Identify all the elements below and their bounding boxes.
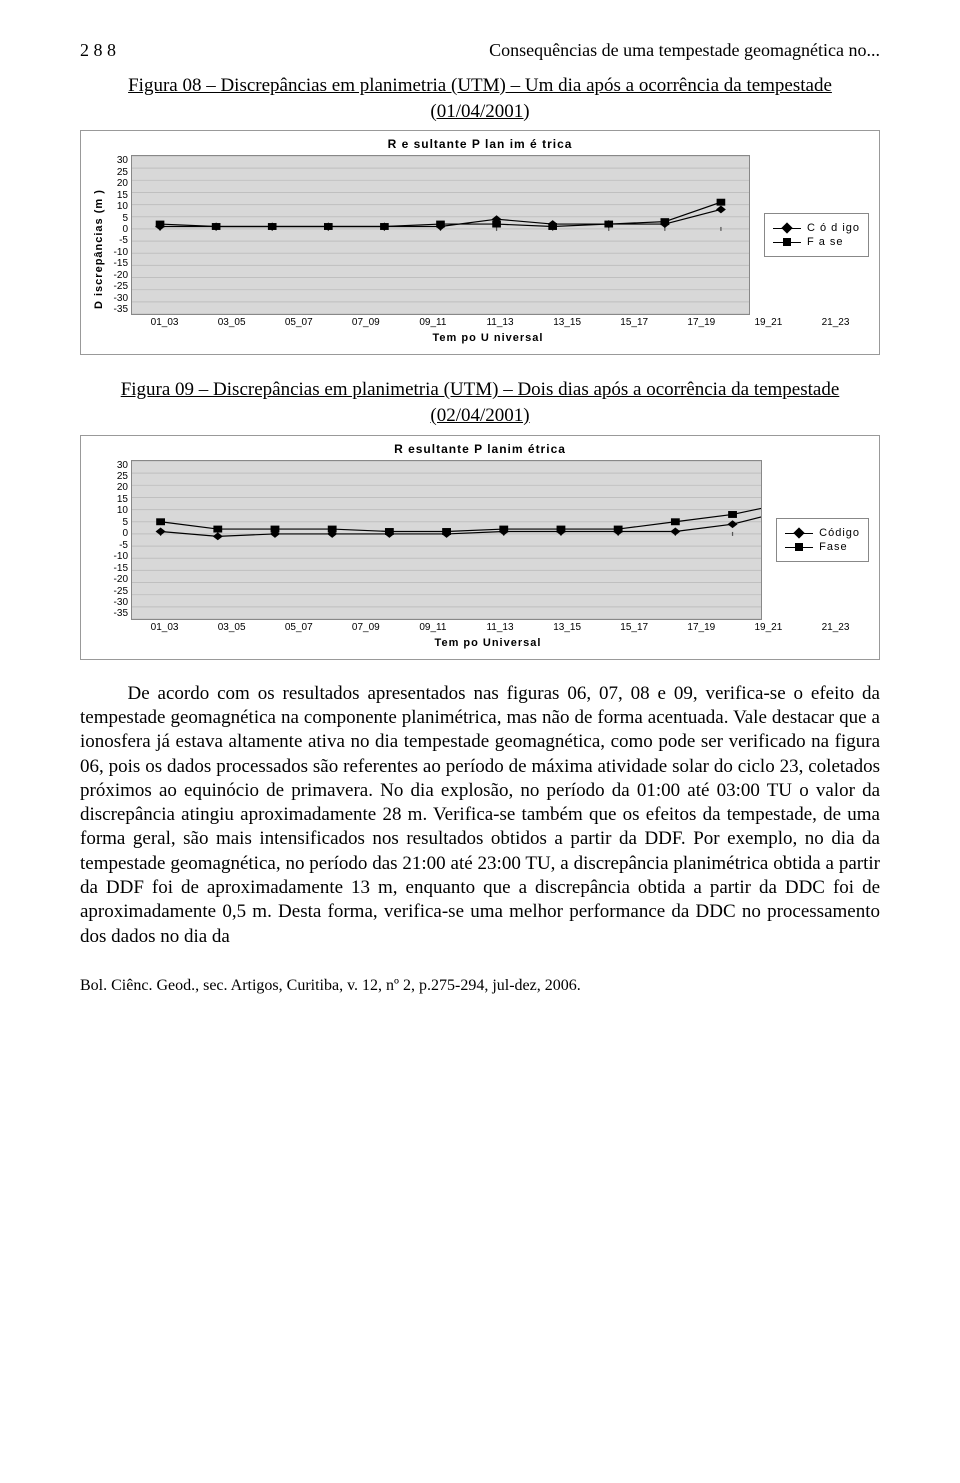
figure09-caption: Figura 09 – Discrepâncias em planimetria…: [80, 377, 880, 428]
figure09-chart: R esultante P lanim étrica 302520151050-…: [80, 435, 880, 660]
figure09-plot-area: [131, 460, 762, 620]
figure09-legend: Código Fase: [776, 518, 869, 562]
running-title: Consequências de uma tempestade geomagné…: [489, 40, 880, 61]
figure08-yticks: 302520151050-5-10-15-20-25-30-35: [107, 155, 131, 315]
legend-codigo: C ó d igo: [773, 222, 860, 234]
figure08-xticks: 01_0303_0505_0707_0909_1111_1313_1515_17…: [131, 317, 869, 328]
page-number: 2 8 8: [80, 40, 116, 61]
figure09-yticks: 302520151050-5-10-15-20-25-30-35: [107, 460, 131, 620]
figure09-chart-title: R esultante P lanim étrica: [91, 442, 869, 456]
legend-fase-label: Fase: [819, 541, 847, 553]
figure08-legend: C ó d igo F a se: [764, 213, 869, 257]
footer-citation: Bol. Ciênc. Geod., sec. Artigos, Curitib…: [80, 977, 880, 995]
body-paragraph: De acordo com os resultados apresentados…: [80, 682, 880, 949]
figure09-ylabel: [91, 460, 107, 649]
legend-codigo-label: Código: [819, 527, 860, 539]
figure08-plot-area: [131, 155, 750, 315]
figure08-xlabel: Tem po U niversal: [107, 332, 869, 344]
figure08-chart: R e sultante P lan im é trica D iscrepân…: [80, 130, 880, 355]
legend-fase-label: F a se: [807, 236, 844, 248]
legend-codigo-label: C ó d igo: [807, 222, 860, 234]
page-header: 2 8 8 Consequências de uma tempestade ge…: [80, 40, 880, 61]
figure09-xlabel: Tem po Universal: [107, 637, 869, 649]
figure08-ylabel: D iscrepâncias (m ): [91, 155, 107, 344]
body-text-content: De acordo com os resultados apresentados…: [80, 683, 880, 947]
figure09-xticks: 01_0303_0505_0707_0909_1111_1313_1515_17…: [131, 622, 869, 633]
legend-fase: F a se: [773, 236, 860, 248]
figure08-caption: Figura 08 – Discrepâncias em planimetria…: [80, 73, 880, 124]
page: 2 8 8 Consequências de uma tempestade ge…: [0, 0, 960, 1035]
figure08-chart-title: R e sultante P lan im é trica: [91, 137, 869, 151]
figure08-svg: [132, 156, 749, 314]
legend-fase: Fase: [785, 541, 860, 553]
figure09-svg: [132, 461, 761, 619]
legend-codigo: Código: [785, 527, 860, 539]
